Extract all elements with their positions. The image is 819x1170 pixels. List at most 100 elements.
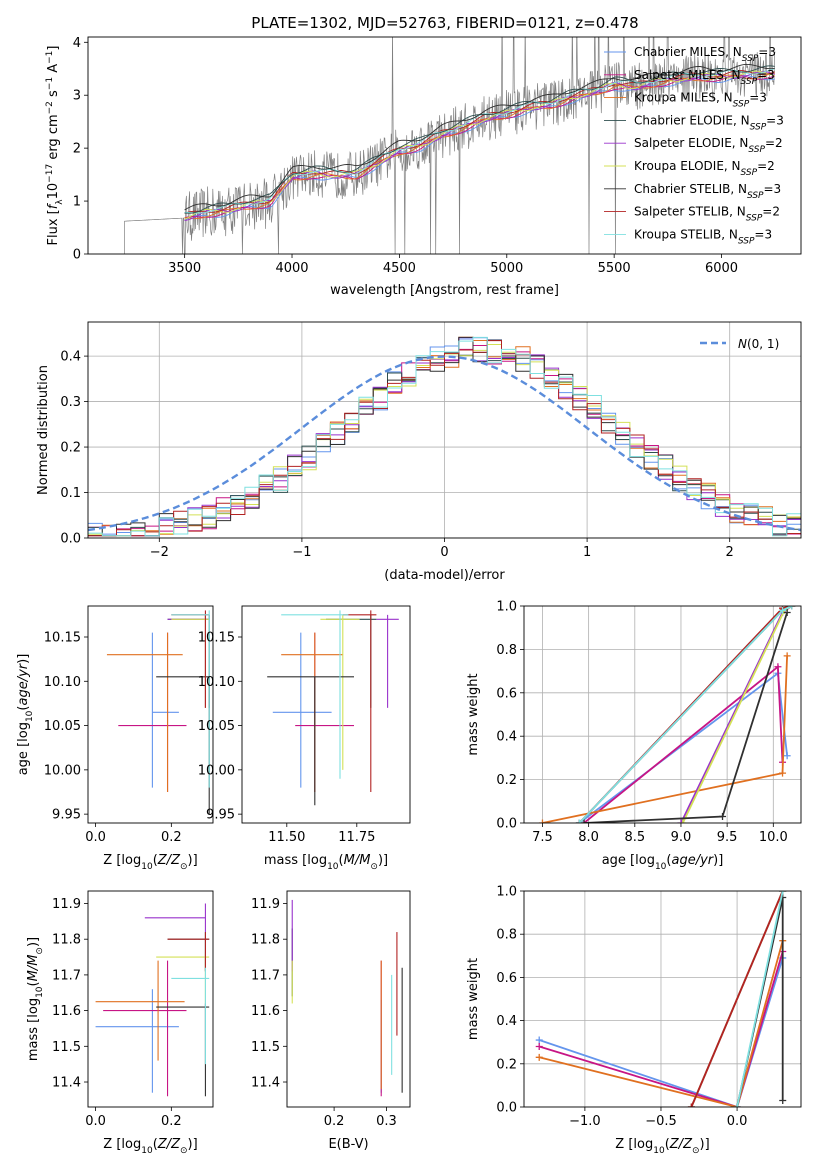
- x-tick-label: 4500: [383, 261, 416, 276]
- axes-frame: [87, 36, 802, 255]
- mass-weight-marker: [687, 1103, 695, 1107]
- y-tick-label: 10.10: [198, 675, 235, 690]
- y-tick-label: 4: [73, 36, 81, 51]
- legend-label: Kroupa MILES, NSSP=3: [634, 91, 767, 110]
- axes-frame: [523, 890, 802, 1108]
- mass-weight-marker: [783, 609, 791, 617]
- x-tick-label: 0.2: [161, 1114, 182, 1129]
- legend-label: Salpeter STELIB, NSSP=2: [634, 205, 780, 224]
- y-tick-label: 0.4: [496, 730, 517, 745]
- mass-weight-line-7: [690, 891, 784, 1107]
- y-axis-label: mass [log10(M/M⊙)]: [26, 937, 45, 1061]
- x-axis-label: wavelength [Angstrom, rest frame]: [330, 283, 559, 298]
- mass-weight-marker: [733, 1103, 741, 1107]
- x-tick-label: 10.0: [759, 830, 788, 845]
- axes-frame: [286, 890, 411, 1108]
- normal-curve: [88, 355, 801, 532]
- x-tick-label: 8.0: [578, 830, 599, 845]
- y-tick-label: 9.95: [206, 808, 235, 823]
- model-line-5: [184, 70, 775, 220]
- x-axis-label: Z [log10(Z/Z⊙)]: [103, 1137, 197, 1156]
- y-tick-label: 0.0: [60, 532, 81, 547]
- y-tick-label: 10.00: [44, 763, 81, 778]
- x-tick-label: 7.5: [532, 830, 553, 845]
- plot-area: [524, 891, 801, 1107]
- mass-weight-line-2: [538, 940, 784, 1107]
- mass-weight-marker: [783, 652, 791, 660]
- mass-weight-marker: [788, 606, 796, 610]
- y-tick-label: 0.2: [496, 1057, 517, 1072]
- histogram-7: [88, 340, 801, 537]
- x-tick-label: 11.50: [268, 830, 305, 845]
- legend-label: Chabrier ELODIE, NSSP=3: [634, 113, 784, 132]
- mass-weight-marker: [677, 819, 685, 823]
- x-tick-label: 5500: [598, 261, 631, 276]
- mass-weight-line-5: [681, 606, 793, 823]
- plot-layer: 3500 4000 4500 5000 5500 6000 0 1 2 3 4 wavelength …: [16, 36, 802, 1156]
- y-tick-label: 0.0: [496, 817, 517, 832]
- x-tick-label: 0.2: [161, 830, 182, 845]
- y-tick-label: 10.10: [44, 675, 81, 690]
- y-tick-label: 11.8: [52, 933, 81, 948]
- legend-label: Salpeter MILES, NSSP=3: [634, 68, 775, 87]
- y-axis-label: mass weight: [466, 958, 481, 1040]
- y-tick-label: 11.5: [52, 1040, 81, 1055]
- plot-area: [88, 322, 801, 538]
- y-tick-label: 11.9: [251, 897, 280, 912]
- x-tick-label: 3500: [168, 261, 201, 276]
- histogram-8: [88, 336, 801, 537]
- y-tick-label: 0.8: [496, 643, 517, 658]
- mass-weight-marker: [535, 1043, 543, 1051]
- legend-label: Kroupa ELODIE, NSSP=2: [634, 159, 775, 178]
- y-tick-label: 0.4: [496, 1014, 517, 1029]
- plot-area: [291, 899, 403, 1097]
- y-axis-label: Flux [fλ10−17 erg cm−2 s−1 A−1]: [45, 46, 65, 246]
- y-tick-label: 1.0: [496, 885, 517, 900]
- mass-weight-marker: [679, 819, 687, 823]
- y-tick-label: 10.00: [198, 763, 235, 778]
- x-tick-label: 0.0: [727, 1114, 748, 1129]
- x-tick-label: 11.75: [338, 830, 375, 845]
- axes-frame: [241, 605, 411, 824]
- y-tick-label: 2: [73, 142, 81, 157]
- x-tick-label: 0.2: [324, 1114, 345, 1129]
- x-tick-label: 1: [583, 545, 591, 560]
- mass-weight-marker: [779, 891, 787, 895]
- y-tick-label: 10.15: [198, 631, 235, 646]
- plot-area: [95, 903, 210, 1097]
- mass-weight-marker: [538, 819, 546, 823]
- x-tick-label: 6000: [705, 261, 738, 276]
- model-line-2: [184, 72, 775, 219]
- legend-label: N(0, 1): [738, 337, 779, 351]
- plot-area: [524, 606, 801, 823]
- x-tick-label: 0.0: [85, 1114, 106, 1129]
- mass-weight-line-1: [538, 951, 784, 1107]
- x-tick-label: 5000: [490, 261, 523, 276]
- mass-weight-marker: [535, 1036, 543, 1044]
- axes-frame: [87, 890, 214, 1108]
- x-tick-label: 0: [440, 545, 448, 560]
- y-tick-label: 0.3: [60, 395, 81, 410]
- x-axis-label: (data-model)/error: [384, 568, 505, 583]
- x-tick-label: −1: [292, 545, 311, 560]
- y-tick-label: 11.6: [52, 1004, 81, 1019]
- model-line-7: [184, 69, 775, 214]
- mass-weight-line-8: [736, 891, 784, 1107]
- y-tick-label: 11.6: [251, 1004, 280, 1019]
- plot-area: [267, 610, 399, 806]
- y-tick-label: 11.5: [251, 1040, 280, 1055]
- y-axis-label: age [log10(age/yr)]: [16, 654, 35, 776]
- y-tick-label: 0: [73, 248, 81, 263]
- y-tick-label: 0.2: [496, 773, 517, 788]
- mass-weight-marker: [535, 1053, 543, 1061]
- mass-weight-line-8: [578, 606, 793, 823]
- y-tick-label: 0.6: [496, 686, 517, 701]
- x-tick-label: −2: [150, 545, 169, 560]
- x-tick-label: 4000: [275, 261, 308, 276]
- y-tick-label: 11.8: [251, 933, 280, 948]
- axes-frame: [87, 605, 214, 824]
- legend-label: Chabrier STELIB, NSSP=3: [634, 182, 781, 201]
- plot-area: [124, 37, 776, 254]
- y-tick-label: 10.05: [44, 719, 81, 734]
